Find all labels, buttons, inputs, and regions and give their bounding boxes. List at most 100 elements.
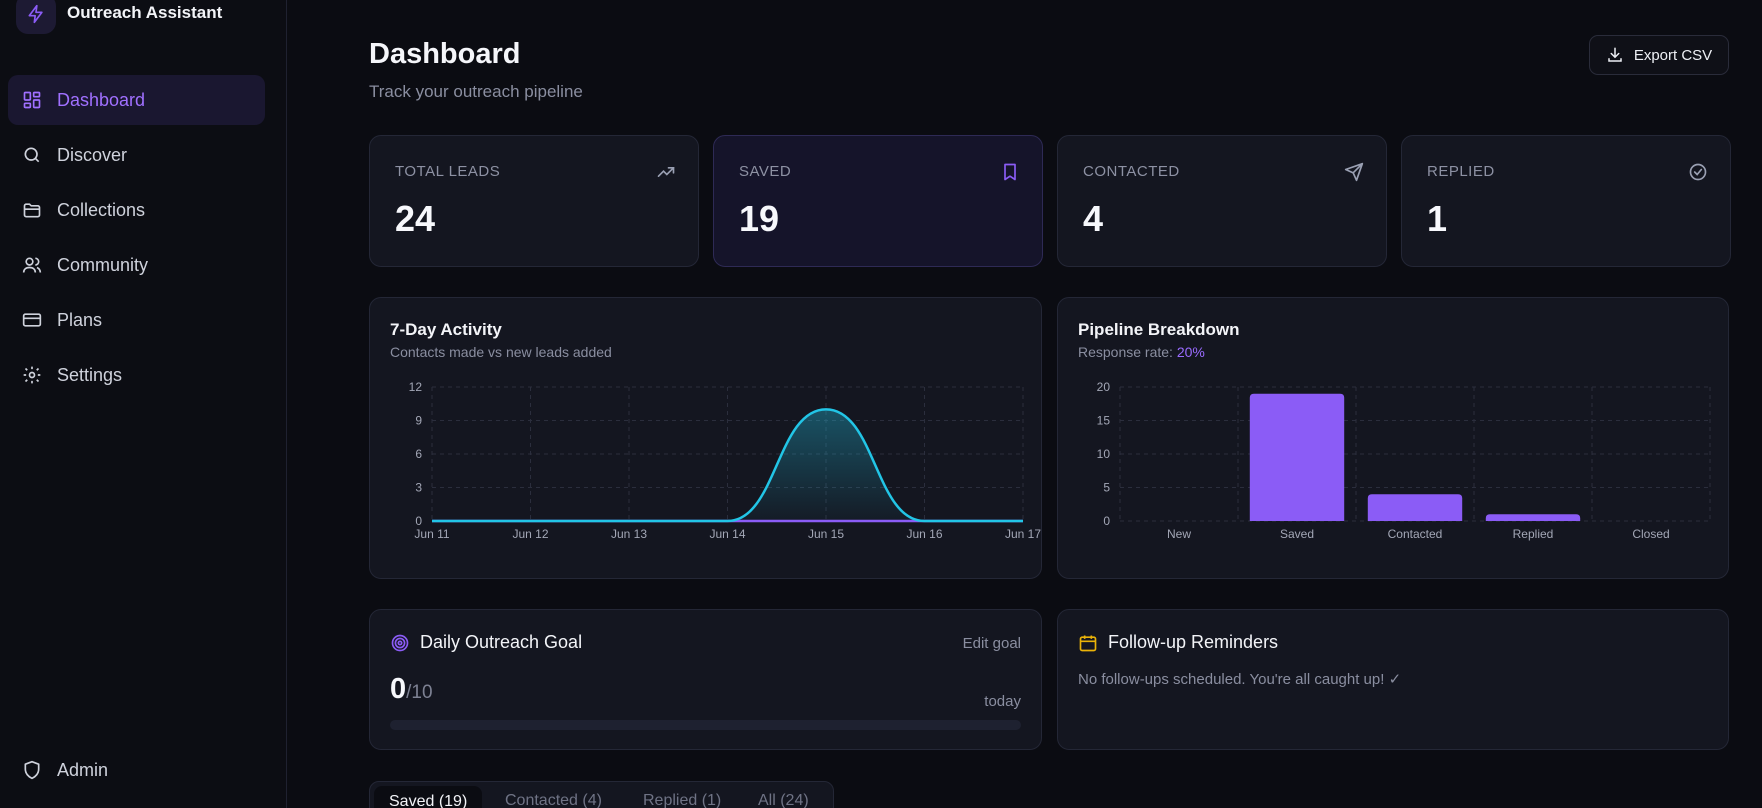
- sidebar-nav: Dashboard Discover Collections Community…: [8, 75, 265, 405]
- folder-icon: [22, 200, 42, 220]
- tab-saved[interactable]: Saved (19): [374, 786, 483, 808]
- goal-header: Daily Outreach Goal: [390, 632, 582, 653]
- trending-up-icon: [657, 167, 675, 177]
- pipeline-chart: 0 5 10 15 20 New Saved Contacted Replied Closed: [1097, 380, 1711, 541]
- x-tick-label: Jun 17: [1005, 527, 1041, 541]
- y-tick-label: 20: [1097, 380, 1111, 394]
- main-content: Dashboard Track your outreach pipeline E…: [288, 0, 1762, 808]
- sidebar-item-collections[interactable]: Collections: [8, 185, 265, 235]
- brand[interactable]: Outreach Assistant: [16, 0, 222, 34]
- sidebar-item-plans[interactable]: Plans: [8, 295, 265, 345]
- reminders-empty-text: No follow-ups scheduled. You're all caug…: [1078, 671, 1402, 688]
- search-icon: [22, 145, 42, 165]
- stat-value: 1: [1427, 198, 1448, 239]
- sidebar-item-label: Community: [57, 254, 149, 275]
- lightning-icon: [16, 0, 56, 34]
- response-rate-value: 20%: [1176, 344, 1205, 360]
- activity-subtitle: Contacts made vs new leads added: [390, 344, 612, 360]
- y-tick-label: 12: [409, 380, 423, 394]
- stat-card-saved: SAVED 19: [713, 135, 1043, 267]
- sidebar-item-dashboard[interactable]: Dashboard: [8, 75, 265, 125]
- pipeline-subtitle: Response rate: 20%: [1078, 344, 1205, 360]
- x-tick-label: Jun 15: [808, 527, 844, 541]
- tab-contacted[interactable]: Contacted (4): [505, 792, 602, 808]
- x-tick-label: Jun 16: [906, 527, 942, 541]
- sidebar-item-community[interactable]: Community: [8, 240, 265, 290]
- export-csv-label: Export CSV: [1633, 46, 1713, 64]
- sidebar-item-label: Settings: [57, 364, 123, 385]
- reminders-header: Follow-up Reminders: [1078, 632, 1278, 653]
- export-csv-button[interactable]: Export CSV: [1589, 35, 1729, 75]
- activity-title: 7-Day Activity: [390, 320, 502, 339]
- x-tick-label: Jun 12: [512, 527, 548, 541]
- reminders-panel: Follow-up Reminders No follow-ups schedu…: [1057, 609, 1729, 750]
- series-line-primary: [431, 408, 1023, 523]
- stat-label: TOTAL LEADS: [395, 163, 501, 180]
- goal-progress-value: 0/10: [390, 673, 433, 706]
- series-area: [432, 409, 1023, 521]
- activity-chart: 0 3 6 9 12 Jun 11 Jun 12 Jun 13 Jun 14 Jun 15 Jun …: [409, 380, 1042, 541]
- sidebar-item-discover[interactable]: Discover: [8, 130, 265, 180]
- sidebar: Outreach Assistant Dashboard Discover Co…: [0, 0, 287, 808]
- sidebar-item-admin[interactable]: Admin: [8, 745, 265, 795]
- edit-goal-button[interactable]: Edit goal: [962, 635, 1021, 652]
- y-tick-label: 0: [415, 514, 422, 528]
- pipeline-title: Pipeline Breakdown: [1078, 320, 1240, 339]
- x-tick-label: Jun 13: [611, 527, 647, 541]
- y-tick-label: 3: [415, 481, 422, 495]
- bookmark-icon: [1004, 163, 1016, 181]
- x-tick-label: Contacted: [1388, 527, 1443, 541]
- bar: [1485, 514, 1581, 521]
- response-rate-label: Response rate:: [1078, 344, 1173, 360]
- sidebar-item-label: Collections: [57, 199, 146, 220]
- sidebar-admin: Admin: [8, 745, 265, 800]
- sidebar-item-settings[interactable]: Settings: [8, 350, 265, 400]
- stat-card-replied: REPLIED 1: [1401, 135, 1731, 267]
- y-tick-label: 9: [415, 414, 422, 428]
- stat-card-total-leads: TOTAL LEADS 24: [369, 135, 699, 267]
- x-tick-label: Closed: [1632, 527, 1669, 541]
- sidebar-item-label: Admin: [57, 759, 109, 780]
- y-tick-label: 15: [1097, 414, 1111, 428]
- sidebar-item-label: Discover: [57, 144, 128, 165]
- goal-title: Daily Outreach Goal: [420, 632, 583, 652]
- lead-tabs: Saved (19) Contacted (4) Replied (1) All…: [369, 781, 834, 808]
- gear-icon: [22, 365, 42, 385]
- stat-value: 4: [1083, 198, 1104, 239]
- goal-period: today: [984, 693, 1021, 710]
- stat-card-contacted: CONTACTED 4: [1057, 135, 1387, 267]
- download-icon: [1608, 47, 1622, 62]
- shield-icon: [22, 760, 42, 780]
- x-tick-label: Replied: [1513, 527, 1554, 541]
- goal-panel: Daily Outreach Goal Edit goal 0/10 today: [369, 609, 1042, 750]
- bar: [1367, 494, 1463, 521]
- send-icon: [1344, 162, 1364, 182]
- dashboard-icon: [22, 90, 42, 110]
- y-tick-label: 5: [1103, 481, 1110, 495]
- app-title: Outreach Assistant: [67, 3, 223, 22]
- sidebar-item-label: Plans: [57, 309, 103, 330]
- goal-progress-bar: [390, 720, 1021, 730]
- tab-replied[interactable]: Replied (1): [643, 792, 722, 808]
- stat-label: REPLIED: [1427, 163, 1495, 180]
- calendar-icon: [1079, 635, 1097, 651]
- goal-target: /10: [406, 682, 433, 703]
- activity-panel: 7-Day Activity Contacts made vs new lead…: [369, 297, 1042, 579]
- y-tick-label: 0: [1103, 514, 1110, 528]
- x-tick-label: New: [1167, 527, 1191, 541]
- goal-current: 0: [390, 673, 407, 705]
- bar: [1249, 393, 1345, 521]
- stat-value: 19: [739, 198, 780, 239]
- y-tick-label: 10: [1097, 447, 1111, 461]
- pipeline-panel: Pipeline Breakdown Response rate: 20% 0 5…: [1057, 297, 1729, 579]
- x-tick-label: Saved: [1280, 527, 1314, 541]
- stat-label: SAVED: [739, 163, 792, 180]
- x-tick-label: Jun 11: [414, 527, 449, 541]
- tab-all[interactable]: All (24): [758, 792, 809, 808]
- sidebar-item-label: Dashboard: [57, 89, 146, 110]
- check-circle-icon: [1689, 163, 1707, 181]
- page-subtitle: Track your outreach pipeline: [369, 82, 583, 101]
- credit-card-icon: [22, 310, 42, 330]
- page-title: Dashboard: [369, 38, 521, 70]
- y-tick-label: 6: [415, 447, 422, 461]
